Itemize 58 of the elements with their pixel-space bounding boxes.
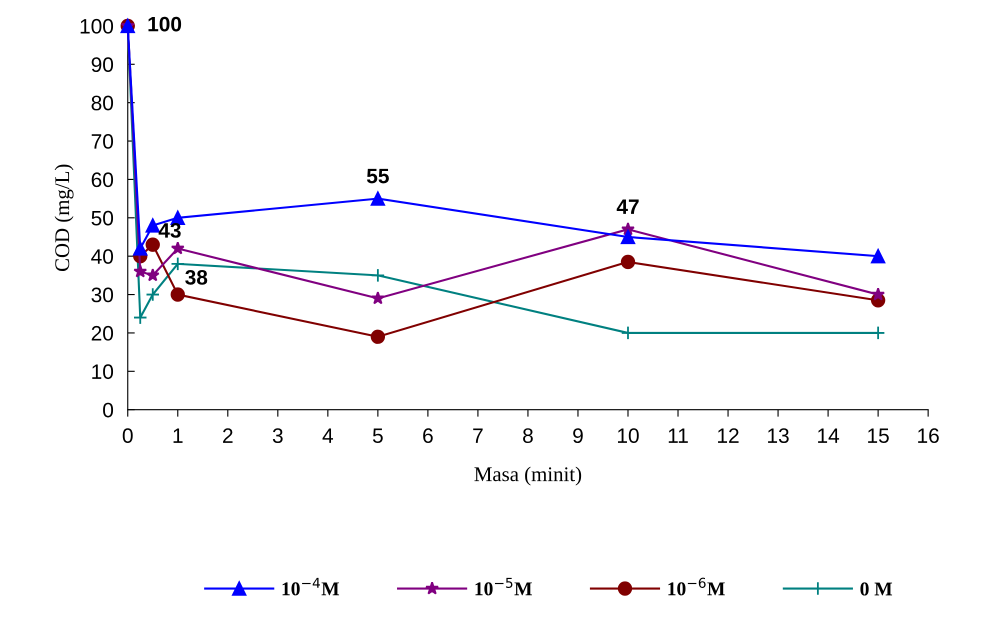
x-tick-label: 9 [573, 428, 583, 444]
x-tick-label: 13 [768, 428, 789, 444]
point [133, 264, 148, 278]
point [870, 249, 886, 264]
data-label: 43 [158, 223, 181, 238]
point [133, 310, 148, 325]
point [146, 287, 160, 302]
x-tick-label: 10 [618, 428, 639, 444]
y-tick-label: 20 [92, 326, 114, 341]
x-tick-label: 4 [322, 428, 334, 443]
legend-label: 0 M [860, 582, 892, 596]
x-tick-label: 0 [122, 428, 133, 444]
point [370, 191, 386, 206]
x-tick-label: 6 [423, 428, 433, 444]
legend-label: 10$^{−6}$M [668, 578, 725, 596]
x-tick-label: 2 [223, 428, 233, 443]
point [620, 230, 636, 244]
data-label: 38 [185, 270, 208, 285]
x-tick-label: 7 [473, 428, 483, 443]
data-label: 100 [148, 16, 182, 32]
point [170, 256, 185, 272]
point [146, 238, 160, 252]
x-tick-label: 15 [868, 428, 889, 444]
point [146, 268, 160, 282]
x-axis-title: Masa (minit) [474, 466, 582, 486]
y-tick-label: 60 [92, 172, 114, 188]
point [146, 218, 160, 233]
y-axis-title: COD (mg/L) [54, 164, 74, 272]
y-tick-label: 80 [92, 96, 114, 110]
y-tick-label: 40 [91, 249, 114, 264]
y-tick-label: 30 [91, 288, 114, 302]
point [620, 254, 636, 270]
data-label: 55 [366, 168, 389, 184]
y-tick-label: 0 [103, 402, 114, 418]
x-tick-label: 8 [523, 428, 533, 444]
point [170, 287, 185, 302]
legend-label: 10$^{−5}$M [475, 578, 532, 596]
data-label: 47 [616, 200, 639, 214]
x-tick-label: 5 [372, 428, 383, 444]
x-tick-label: 14 [818, 428, 840, 443]
point [133, 241, 148, 256]
y-tick-label: 70 [92, 134, 114, 149]
x-tick-label: 3 [272, 428, 283, 444]
y-tick-label: 50 [92, 210, 114, 226]
y-tick-label: 90 [92, 57, 114, 72]
point [370, 268, 386, 283]
x-tick-label: 11 [668, 428, 688, 443]
y-tick-label: 10 [92, 364, 114, 380]
point [371, 291, 385, 304]
point [370, 330, 386, 344]
legend-label: 10$^{−4}$M [282, 578, 340, 596]
x-tick-label: 12 [718, 428, 739, 443]
point [871, 287, 885, 301]
point [170, 241, 185, 254]
y-tick-label: 100 [80, 18, 114, 34]
x-tick-label: 16 [918, 428, 939, 444]
point [170, 210, 185, 225]
x-tick-label: 1 [174, 428, 183, 443]
